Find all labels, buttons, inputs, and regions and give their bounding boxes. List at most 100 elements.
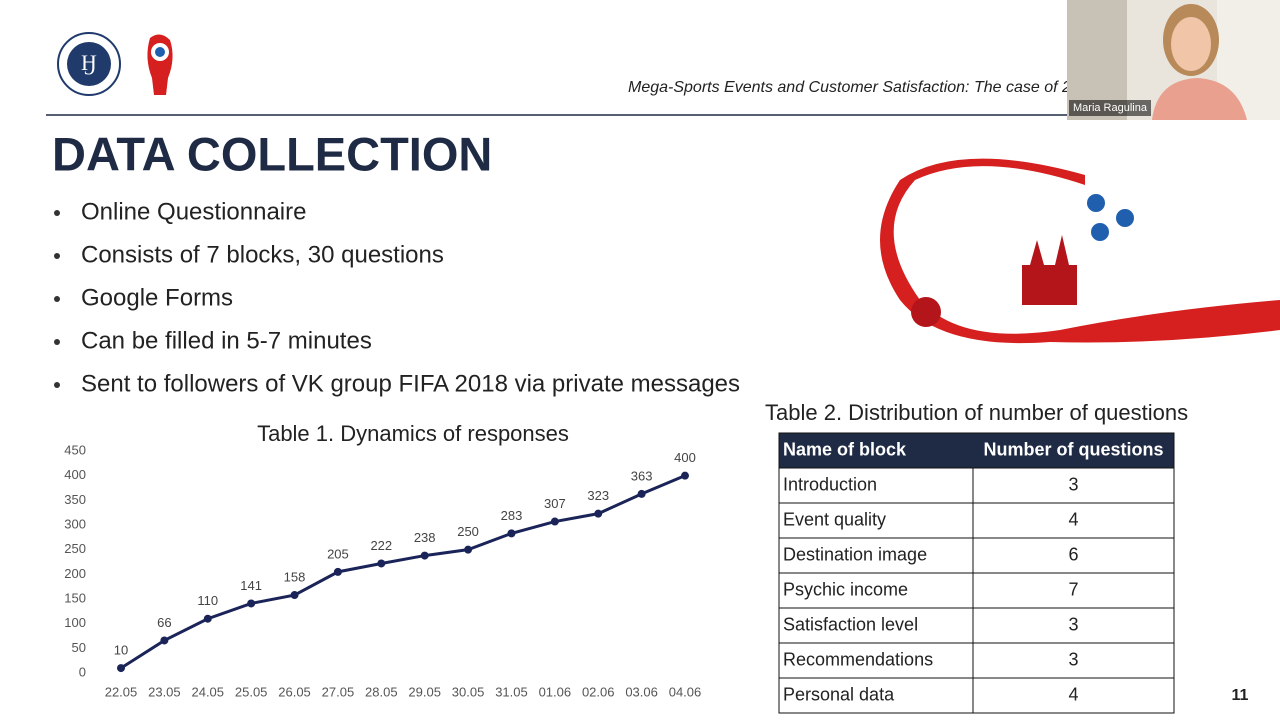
table-cell <box>778 642 974 679</box>
marker <box>594 509 603 518</box>
x-tick-label: 01.06 <box>539 684 572 699</box>
marker <box>160 636 169 645</box>
marker <box>420 551 429 560</box>
table-cell <box>778 677 974 714</box>
table-cell-text: 6 <box>1068 544 1078 564</box>
y-tick-label: 250 <box>64 541 86 556</box>
data-label: 205 <box>327 546 349 561</box>
bullet-text: Online Questionnaire <box>81 198 306 225</box>
marker <box>117 664 125 673</box>
bullet-text: Can be filled in 5-7 minutes <box>81 327 372 354</box>
x-tick-label: 02.06 <box>582 684 615 699</box>
webcam-name: Maria Ragulina <box>1069 100 1151 116</box>
header-subtitle: Mega-Sports Events and Customer Satisfac… <box>628 79 1089 96</box>
world-cup-logo <box>147 34 173 95</box>
y-tick-label: 150 <box>64 590 86 605</box>
table-cell-text: Event quality <box>783 509 886 529</box>
x-tick-label: 26.05 <box>278 684 311 699</box>
svg-text:Ӈ: Ӈ <box>81 50 97 75</box>
bullet-dot <box>54 339 60 345</box>
chart-title: Table 1. Dynamics of responses <box>257 421 569 446</box>
x-tick-label: 30.05 <box>452 684 485 699</box>
table-cell-text: 4 <box>1068 684 1078 704</box>
table-cell-text: Personal data <box>783 684 895 704</box>
bullet-dot <box>54 253 60 259</box>
table-cell <box>778 607 974 644</box>
marker <box>464 545 473 554</box>
bullet-dot <box>54 210 60 216</box>
x-tick-label: 22.05 <box>105 684 138 699</box>
marker <box>507 529 516 538</box>
x-tick-label: 31.05 <box>495 684 528 699</box>
table-cell-text: 7 <box>1068 579 1078 599</box>
data-label: 307 <box>544 496 566 511</box>
marker <box>637 489 646 498</box>
bullet-text: Sent to followers of VK group FIFA 2018 … <box>81 370 740 397</box>
table-title: Table 2. Distribution of number of quest… <box>765 400 1188 425</box>
marker <box>333 567 342 576</box>
table-header-bg <box>778 432 1175 469</box>
table-cell-text: Satisfaction level <box>783 614 918 634</box>
x-tick-label: 24.05 <box>191 684 224 699</box>
table-cell-text: 3 <box>1068 649 1078 669</box>
data-label: 10 <box>114 643 128 658</box>
data-label: 110 <box>197 593 218 608</box>
data-label: 323 <box>587 488 609 503</box>
y-tick-label: 200 <box>64 566 86 581</box>
table-cell-text: 3 <box>1068 614 1078 634</box>
table-cell-text: 4 <box>1068 509 1078 529</box>
data-label: 283 <box>501 508 523 523</box>
y-tick-label: 450 <box>64 442 86 457</box>
table-cell <box>778 502 974 539</box>
y-tick-label: 100 <box>64 615 86 630</box>
y-tick-label: 300 <box>64 516 86 531</box>
data-label: 158 <box>284 569 306 584</box>
bullet-text: Consists of 7 blocks, 30 questions <box>81 241 444 268</box>
y-tick-label: 0 <box>79 664 86 679</box>
table-header-cell: Name of block <box>783 439 907 459</box>
x-tick-label: 23.05 <box>148 684 181 699</box>
x-tick-label: 29.05 <box>408 684 441 699</box>
data-label: 66 <box>157 615 171 630</box>
data-label: 250 <box>457 524 479 539</box>
y-tick-label: 350 <box>64 492 86 507</box>
table-cell <box>972 537 1175 574</box>
table-header-cell: Number of questions <box>983 439 1163 459</box>
table-cell <box>972 467 1175 504</box>
page-number: 11 <box>1232 687 1249 704</box>
marker <box>247 599 256 608</box>
bullet-dot <box>54 382 60 388</box>
x-tick-label: 04.06 <box>669 684 702 699</box>
marker <box>377 559 386 568</box>
data-label: 141 <box>240 578 262 593</box>
marker <box>203 614 212 623</box>
x-tick-label: 25.05 <box>235 684 268 699</box>
table-cell-text: Introduction <box>783 474 877 494</box>
data-label: 400 <box>674 450 696 465</box>
y-tick-label: 400 <box>64 467 86 482</box>
slide-title: DATA COLLECTION <box>52 127 492 180</box>
marker <box>681 471 689 480</box>
university-logo: Ӈ <box>57 32 121 96</box>
webcam: Maria Ragulina <box>1067 0 1280 120</box>
x-tick-label: 28.05 <box>365 684 398 699</box>
x-tick-label: 27.05 <box>322 684 355 699</box>
bullet-dot <box>54 296 60 302</box>
data-label: 222 <box>370 538 392 553</box>
bullet-text: Google Forms <box>81 284 233 311</box>
table-cell-text: Psychic income <box>783 579 908 599</box>
marker <box>290 591 299 600</box>
data-label: 238 <box>414 530 436 545</box>
webcam-video <box>1067 0 1280 120</box>
table-cell <box>972 642 1175 679</box>
y-tick-label: 50 <box>72 640 86 655</box>
table-cell-text: Recommendations <box>783 649 933 669</box>
table-cell <box>972 677 1175 714</box>
marker <box>550 517 559 526</box>
x-tick-label: 03.06 <box>625 684 658 699</box>
data-label: 363 <box>631 468 653 483</box>
line <box>120 474 686 670</box>
table-cell-text: Destination image <box>783 544 927 564</box>
